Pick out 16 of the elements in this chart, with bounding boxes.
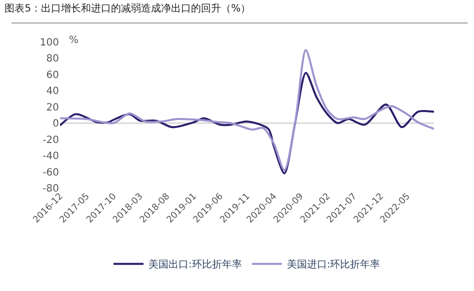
y-tick-label: -60 [42, 167, 59, 178]
y-tick-label: 80 [46, 54, 59, 65]
y-tick-label: -40 [42, 151, 59, 162]
line-series [60, 49, 434, 172]
legend-label: 美国进口:环比折年率 [286, 258, 380, 271]
y-tick-label: 60 [46, 70, 59, 81]
y-tick-label: 0 [52, 118, 59, 130]
line-series [60, 72, 434, 174]
y-tick-label: 100 [40, 38, 59, 48]
y-tick-label: 20 [46, 102, 59, 114]
chart-title: 图表5：出口增长和进口的减弱造成净出口的回升（%） [4, 2, 251, 14]
y-axis-title: % [69, 35, 79, 46]
legend-label: 美国出口:环比折年率 [148, 258, 242, 271]
y-tick-label: -20 [42, 134, 59, 146]
y-tick-label: 40 [46, 86, 59, 98]
y-tick-label: -80 [42, 184, 59, 194]
